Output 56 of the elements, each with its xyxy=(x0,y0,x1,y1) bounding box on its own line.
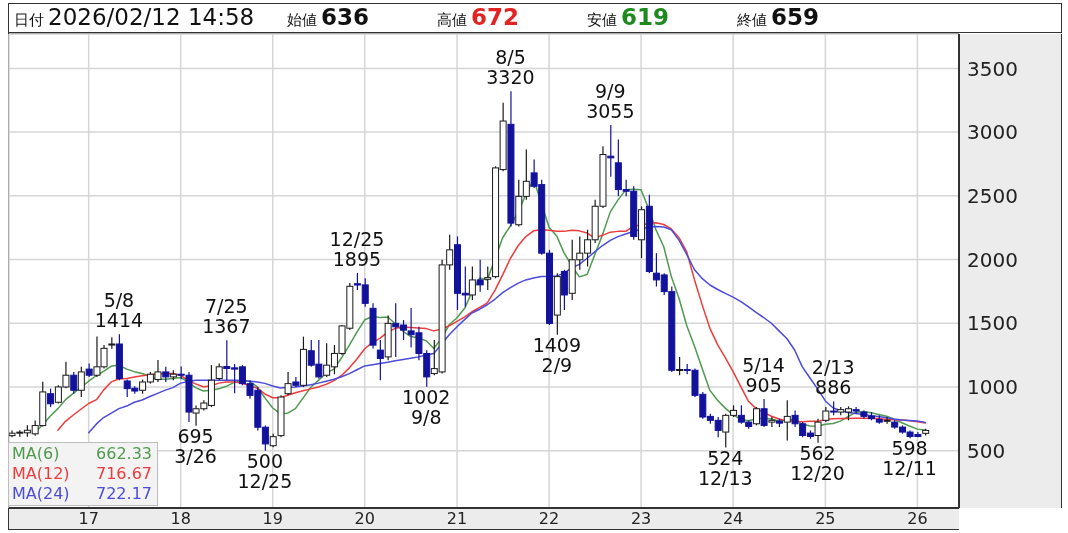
x-tick-label: 18 xyxy=(170,509,191,529)
text: 高値 672 xyxy=(437,4,520,30)
candlestick xyxy=(47,388,55,408)
annotation: 598 12/11 xyxy=(882,437,937,480)
candlestick xyxy=(77,366,85,398)
annotation: 1002 9/8 xyxy=(402,385,451,428)
x-tick-label: 25 xyxy=(815,509,836,529)
text: 安値 619 xyxy=(587,4,670,30)
x-tick-label: 21 xyxy=(446,509,468,529)
annotation: 7/25 1367 xyxy=(202,295,251,338)
candlestick xyxy=(560,269,568,311)
annotation: 5/14 905 xyxy=(742,354,785,397)
x-tick-label: 19 xyxy=(262,509,283,529)
text: MA(24) 722.17 xyxy=(11,484,153,504)
text: 終値 659 xyxy=(737,4,820,30)
annotation: 500 12/25 xyxy=(237,449,293,492)
annotation: 12/25 1895 xyxy=(329,227,385,270)
candlestick xyxy=(760,398,768,428)
annotation: 1409 2/9 xyxy=(532,333,582,376)
x-tick-label: 23 xyxy=(630,509,652,529)
x-tick-label: 17 xyxy=(78,509,99,529)
candlestick xyxy=(814,418,822,444)
y-tick-label: 2500 xyxy=(967,183,1018,208)
candlestick xyxy=(607,124,615,178)
candlestick xyxy=(468,265,476,301)
candlestick xyxy=(284,371,292,396)
annotation: 9/9 3055 xyxy=(586,80,635,123)
candlestick xyxy=(753,406,761,427)
annotation: 8/5 3320 xyxy=(486,46,535,89)
y-tick-label: 1000 xyxy=(967,375,1018,400)
text: 日付 2026/02/12 14:58 xyxy=(14,4,255,30)
candlestick xyxy=(768,416,776,428)
candlestick xyxy=(676,356,684,376)
candlestick xyxy=(476,259,484,293)
candlestick xyxy=(70,371,78,395)
x-tick-label: 22 xyxy=(538,509,560,529)
annotation: 2/13 886 xyxy=(811,356,855,399)
candlestick xyxy=(484,265,492,291)
candlestick xyxy=(883,416,891,425)
series-label: MA(6) 662.33 xyxy=(11,444,153,464)
annotation: 695 3/26 xyxy=(174,424,217,467)
y-tick-label: 3000 xyxy=(967,120,1018,145)
annotation: 562 12/20 xyxy=(790,441,845,484)
annotation: 524 12/13 xyxy=(697,446,753,489)
annotation: 5/8 1414 xyxy=(94,289,144,332)
y-tick-label: 500 xyxy=(967,438,1006,463)
y-tick-label: 1500 xyxy=(967,311,1018,336)
x-tick-label: 20 xyxy=(354,509,375,529)
y-tick-label: 3500 xyxy=(967,56,1018,81)
x-tick-label: 24 xyxy=(722,509,744,529)
x-tick-label: 26 xyxy=(907,509,928,529)
y-tick-label: 2000 xyxy=(967,247,1018,272)
text: 始値 636 xyxy=(287,4,370,30)
candlestick xyxy=(783,399,791,442)
text: MA(12) 716.67 xyxy=(11,464,153,484)
candlestick xyxy=(376,339,384,381)
